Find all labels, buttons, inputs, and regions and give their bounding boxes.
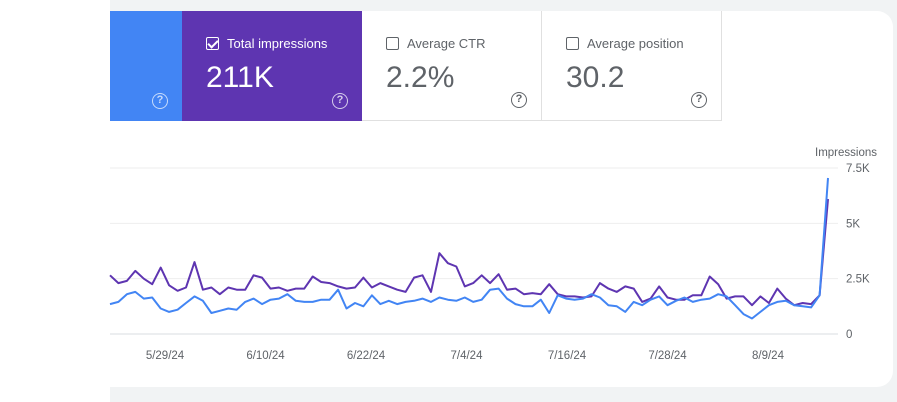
x-tick-label: 6/22/24 [347,350,386,362]
checkbox-checked-icon[interactable] [206,37,219,50]
checkbox-unchecked-icon[interactable] [386,37,399,50]
checkbox-unchecked-icon[interactable] [566,37,579,50]
position-label: Average position [587,36,684,51]
ctr-value: 2.2% [386,61,455,94]
position-label-row: Average position [566,36,684,51]
help-circle-icon[interactable]: ? [691,92,707,108]
x-tick-label: 6/10/24 [246,350,285,362]
y-tick-label: 2.5K [846,274,870,286]
position-value: 30.2 [566,61,625,94]
clicks-series-line [109,177,829,320]
y-tick-label: 7.5K [846,163,870,175]
impressions-value: 211K [206,61,274,94]
x-tick-label: 8/9/24 [752,350,785,362]
x-tick-label: 7/16/24 [548,350,587,362]
average-position-tile[interactable]: Average position 30.2 ? [542,11,722,121]
y-tick-label: 0 [846,329,852,341]
total-clicks-tile[interactable]: ? [110,11,182,121]
help-circle-icon[interactable]: ? [152,93,168,109]
impressions-label: Total impressions [227,36,328,51]
average-ctr-tile[interactable]: Average CTR 2.2% ? [362,11,542,121]
help-circle-icon[interactable]: ? [332,93,348,109]
total-impressions-tile[interactable]: Total impressions 211K ? [182,11,362,121]
impressions-series-line [109,198,829,307]
x-tick-label: 7/28/24 [648,350,687,362]
impressions-label-row: Total impressions [206,36,327,51]
help-circle-icon[interactable]: ? [511,92,527,108]
y-tick-label: 5K [846,218,860,230]
ctr-label-row: Average CTR [386,36,486,51]
y-axis-title: Impressions [815,147,877,159]
ctr-label: Average CTR [407,36,486,51]
x-tick-label: 5/29/24 [146,350,185,362]
x-tick-label: 7/4/24 [451,350,484,362]
